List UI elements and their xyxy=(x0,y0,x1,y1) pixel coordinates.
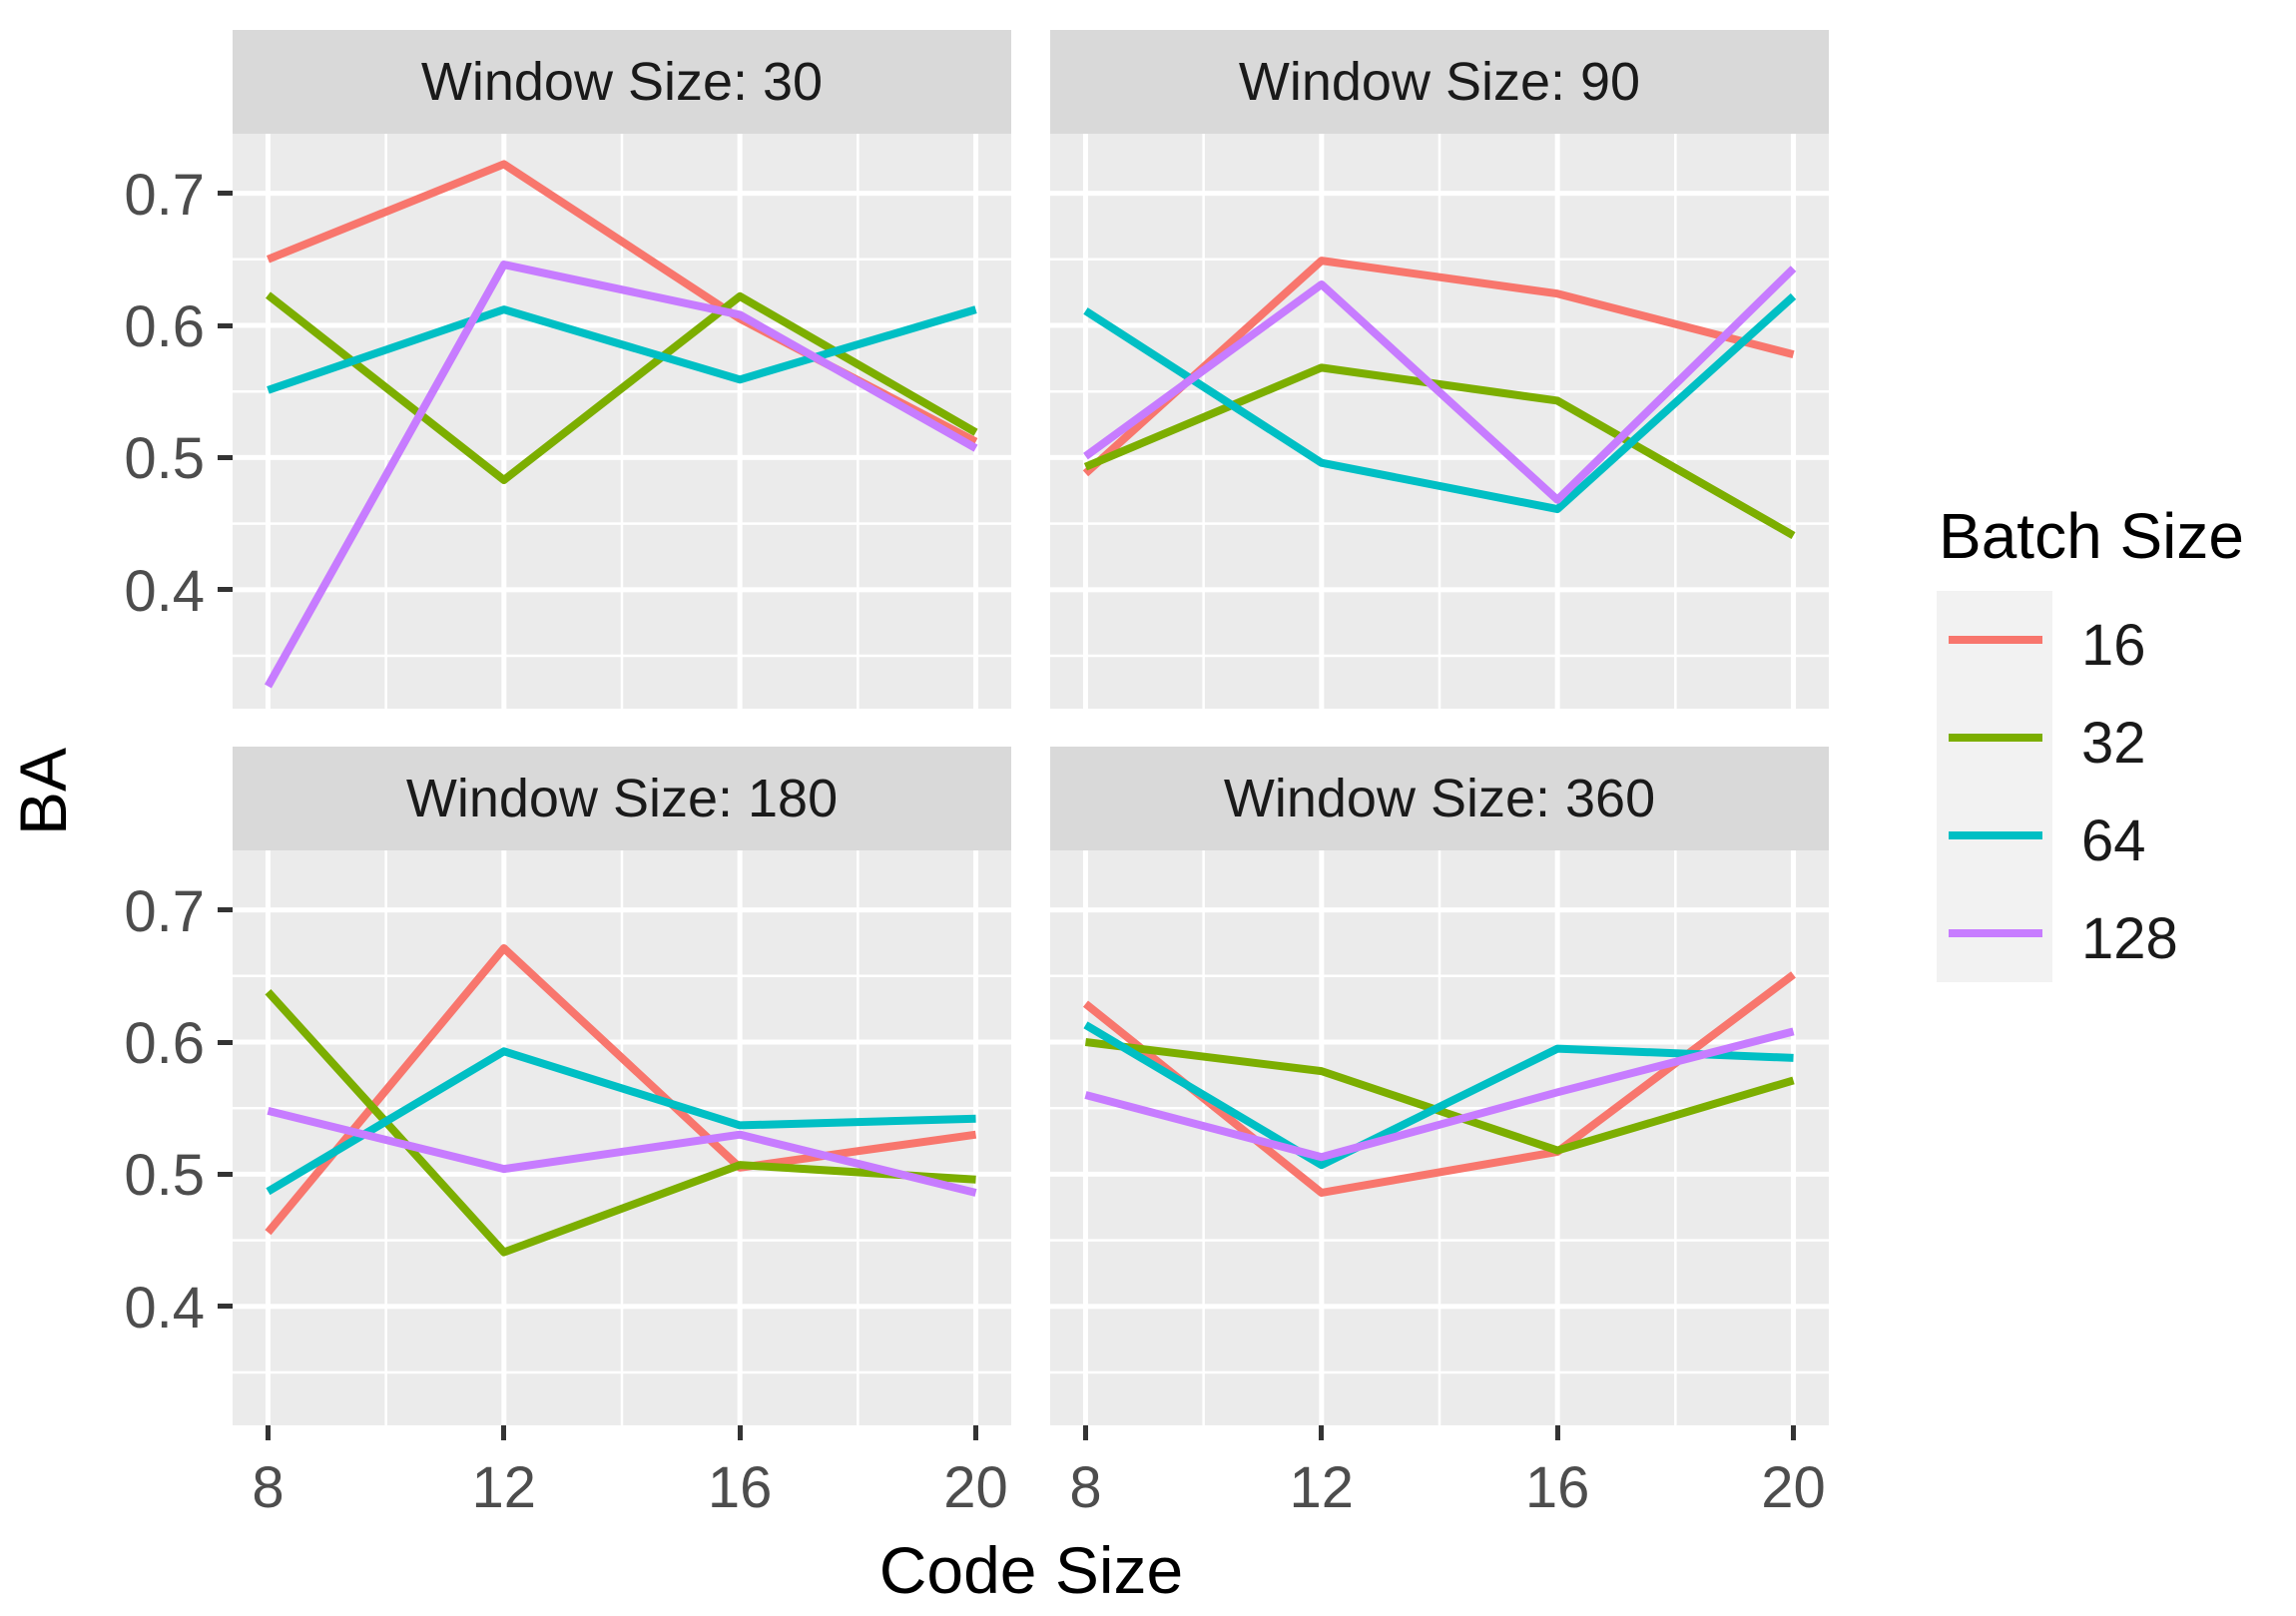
y-tick-label: 0.7 xyxy=(124,162,205,228)
y-tick-label: 0.5 xyxy=(124,426,205,492)
plot-area xyxy=(1050,134,1829,709)
facet-strip-window-30: Window Size: 30 xyxy=(233,30,1011,134)
legend-entry-32: 32 xyxy=(1937,689,2296,787)
series-line-batch-32 xyxy=(265,291,978,484)
facet-panel-window-360 xyxy=(1050,850,1829,1425)
series-line-batch-64 xyxy=(267,305,977,394)
y-tick-label: 0.5 xyxy=(124,1143,205,1209)
legend-label-32: 32 xyxy=(2081,711,2146,776)
x-tick-mark xyxy=(973,1425,979,1440)
legend-label-16: 16 xyxy=(2081,613,2146,678)
legend-key-background xyxy=(1937,591,2052,982)
y-tick-mark xyxy=(218,322,233,328)
legend-swatch-16 xyxy=(1949,636,2042,644)
legend-swatch-64 xyxy=(1949,831,2042,839)
series-line-batch-128 xyxy=(267,1106,977,1197)
y-tick-label: 0.6 xyxy=(124,1011,205,1076)
facet-panel-window-30 xyxy=(233,134,1011,709)
legend-swatch-128 xyxy=(1949,929,2042,937)
y-tick-mark xyxy=(218,907,233,913)
x-tick-label: 12 xyxy=(471,1455,537,1520)
x-tick-mark xyxy=(1319,1425,1325,1440)
x-axis-title: Code Size xyxy=(878,1533,1184,1607)
x-tick-label: 8 xyxy=(252,1455,285,1520)
facet-strip-window-90: Window Size: 90 xyxy=(1050,30,1829,134)
facet-strip-window-360: Window Size: 360 xyxy=(1050,747,1829,850)
legend-entry-16: 16 xyxy=(1937,591,2296,689)
legend-title: Batch Size xyxy=(1939,500,2244,572)
series-line-batch-128 xyxy=(1083,266,1797,504)
x-tick-label: 20 xyxy=(943,1455,1008,1520)
legend-label-64: 64 xyxy=(2081,808,2146,873)
plot-area xyxy=(1050,850,1829,1425)
series-line-batch-32 xyxy=(1083,363,1796,540)
x-tick-label: 8 xyxy=(1069,1455,1102,1520)
x-tick-mark xyxy=(1082,1425,1088,1440)
legend-entry-128: 128 xyxy=(1937,884,2296,982)
facet-strip-window-180: Window Size: 180 xyxy=(233,747,1011,850)
y-tick-mark xyxy=(218,454,233,460)
y-tick-mark xyxy=(218,1039,233,1045)
x-tick-label: 16 xyxy=(707,1455,773,1520)
y-tick-mark xyxy=(218,1304,233,1310)
series-line-batch-64 xyxy=(1083,1021,1794,1170)
x-tick-mark xyxy=(1554,1425,1560,1440)
y-tick-mark xyxy=(218,191,233,197)
y-tick-label: 0.4 xyxy=(124,558,205,624)
x-tick-label: 12 xyxy=(1289,1455,1355,1520)
series-line-batch-16 xyxy=(265,943,977,1236)
plot-area xyxy=(233,134,1011,709)
x-tick-label: 16 xyxy=(1524,1455,1590,1520)
facet-panel-window-180 xyxy=(233,850,1011,1425)
y-tick-mark xyxy=(218,587,233,593)
series-line-batch-64 xyxy=(266,1047,976,1196)
legend-label-128: 128 xyxy=(2081,906,2178,971)
x-tick-mark xyxy=(265,1425,271,1440)
x-tick-mark xyxy=(501,1425,507,1440)
plot-area xyxy=(233,850,1011,1425)
y-tick-mark xyxy=(218,1171,233,1177)
x-tick-label: 20 xyxy=(1761,1455,1826,1520)
series-line-batch-64 xyxy=(1083,292,1797,514)
x-tick-mark xyxy=(737,1425,743,1440)
legend-entry-64: 64 xyxy=(1937,787,2296,884)
x-tick-mark xyxy=(1791,1425,1797,1440)
y-tick-label: 0.7 xyxy=(124,878,205,944)
series-line-batch-128 xyxy=(1084,1027,1795,1162)
y-tick-label: 0.6 xyxy=(124,294,205,359)
y-tick-label: 0.4 xyxy=(124,1275,205,1341)
series-line-batch-128 xyxy=(264,261,978,689)
facet-panel-window-90 xyxy=(1050,134,1829,709)
y-axis-title: BA xyxy=(6,747,80,836)
legend-swatch-32 xyxy=(1949,734,2042,742)
